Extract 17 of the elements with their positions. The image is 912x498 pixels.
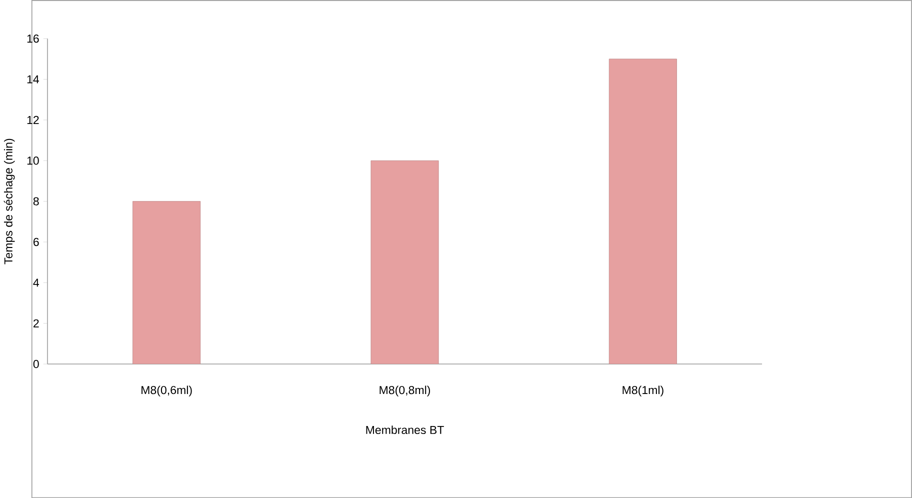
bar <box>132 201 201 364</box>
y-tick-label: 16 <box>27 34 39 43</box>
x-tick-label: M8(0,6ml) <box>142 386 192 396</box>
x-axis-title: Membranes BT <box>366 425 444 434</box>
x-tick-label: M8(1ml) <box>622 386 664 396</box>
y-axis-title: Temps de séchage (min) <box>4 138 15 264</box>
y-tick-label: 0 <box>33 360 39 368</box>
y-tick-label: 8 <box>33 197 39 206</box>
y-tick-label: 12 <box>27 116 39 124</box>
y-tick-label: 10 <box>27 156 39 165</box>
bar <box>370 160 439 364</box>
y-tick-label: 6 <box>34 238 39 246</box>
bar <box>608 58 677 364</box>
y-tick-label: 2 <box>33 319 39 328</box>
y-tick-label: 14 <box>27 75 39 84</box>
x-tick-label: M8(0,8ml) <box>380 386 430 396</box>
y-tick-label: 4 <box>33 278 39 287</box>
